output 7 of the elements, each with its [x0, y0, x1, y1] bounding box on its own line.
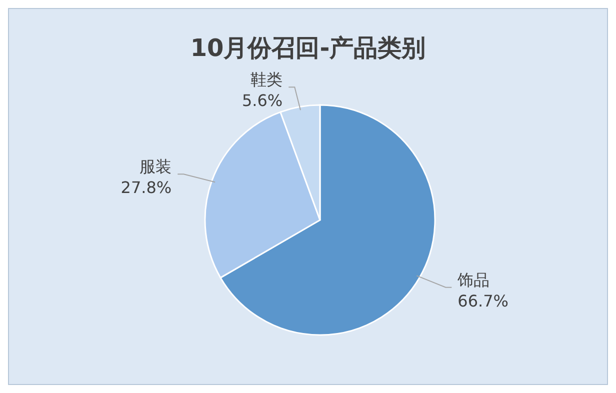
slice-label: 鞋类 [250, 70, 283, 90]
data-label: 5.6% [242, 91, 283, 110]
slice-label: 饰品 [456, 270, 490, 290]
chart-title: 10月份召回-产品类别 [190, 34, 426, 62]
slice-label: 服装 [140, 157, 172, 176]
data-label: 27.8% [120, 178, 172, 198]
data-label: 66.7% [458, 291, 508, 310]
